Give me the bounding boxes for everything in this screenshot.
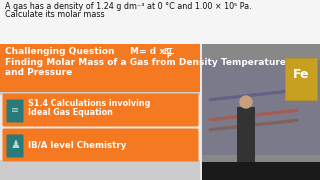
Text: Calculate its molar mass: Calculate its molar mass <box>5 10 105 19</box>
Text: P: P <box>166 53 171 58</box>
Text: Ideal Gas Equation: Ideal Gas Equation <box>28 108 113 117</box>
Text: Fe: Fe <box>293 68 309 81</box>
Text: ≡: ≡ <box>11 105 19 115</box>
FancyBboxPatch shape <box>285 58 317 100</box>
FancyBboxPatch shape <box>6 134 23 158</box>
FancyBboxPatch shape <box>6 100 23 123</box>
Text: A gas has a density of 1.24 g dm⁻³ at 0 °C and 1.00 × 10⁵ Pa.: A gas has a density of 1.24 g dm⁻³ at 0 … <box>5 2 252 11</box>
Bar <box>237 107 255 162</box>
FancyBboxPatch shape <box>3 93 198 127</box>
Text: IB/A level Chemistry: IB/A level Chemistry <box>28 141 126 150</box>
Bar <box>202 60 320 155</box>
FancyArrowPatch shape <box>210 110 297 120</box>
Bar <box>0 160 200 180</box>
Circle shape <box>240 96 252 108</box>
Text: Challenging Question: Challenging Question <box>5 47 115 56</box>
Bar <box>202 44 320 180</box>
Bar <box>0 0 320 44</box>
Text: M= d x: M= d x <box>130 47 168 56</box>
Bar <box>202 162 320 180</box>
Bar <box>0 44 200 92</box>
FancyArrowPatch shape <box>210 120 297 130</box>
Text: Finding Molar Mass of a Gas from Density Temperature: Finding Molar Mass of a Gas from Density… <box>5 58 286 67</box>
Text: ♟: ♟ <box>10 140 20 150</box>
Text: RT: RT <box>163 48 172 54</box>
FancyBboxPatch shape <box>3 129 198 161</box>
Text: and Pressure: and Pressure <box>5 68 72 77</box>
Bar <box>0 92 200 95</box>
Text: S1.4 Calculations involving: S1.4 Calculations involving <box>28 99 150 108</box>
FancyArrowPatch shape <box>210 90 297 100</box>
